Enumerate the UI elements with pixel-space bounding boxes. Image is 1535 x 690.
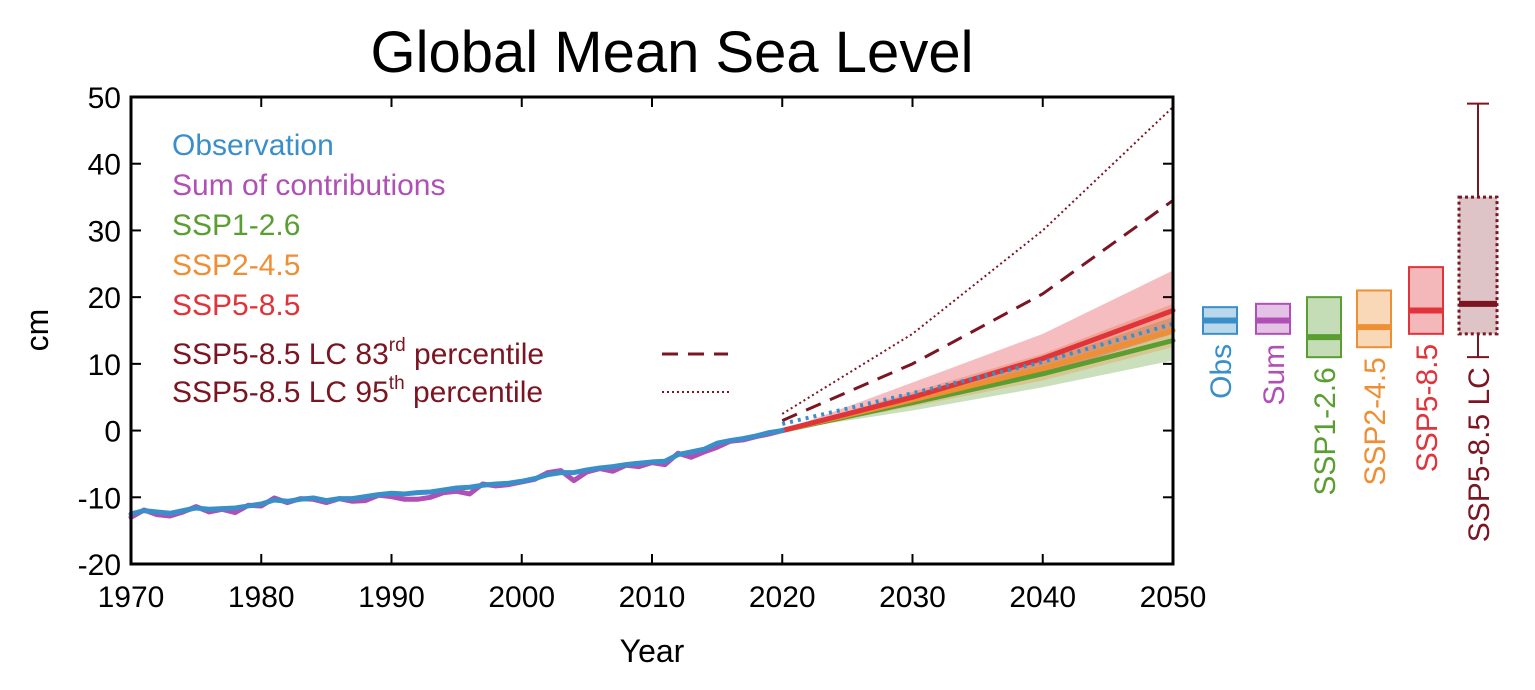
box-ssp5-8-5 [1408,266,1444,335]
y-tick-label: 50 [88,82,121,115]
y-axis-label: cm [19,309,55,352]
x-tick-label: 1990 [358,581,425,614]
box-label-ssp5-8-5: SSP5-8.5 [1411,344,1444,472]
y-tick-label: 20 [88,282,121,315]
y-tick-label: 10 [88,349,121,382]
x-tick-label: 2030 [879,581,946,614]
legend-entry-ssp5-8-5-lc-83: SSP5-8.5 LC 83rd percentile [172,335,544,371]
y-tick-label: 30 [88,215,121,248]
band-ssp5-8-5 [782,270,1173,431]
chart-title: Global Mean Sea Level [371,20,974,85]
box-plots: Obs Sum SSP1-2.6 SSP2-4.5 SSP5-8.5 SSP5-8.5 L… [1202,102,1499,542]
line-observation [128,428,785,517]
y-tick-label: 40 [88,149,121,182]
line-ssp5-8-5-lc-83rd-percentile [781,199,1174,422]
line-observation-projection [781,321,1174,426]
box-label-obs: Obs [1205,344,1238,399]
y-tick-label: -20 [78,549,121,582]
legend: Observation Sum of contributions SSP1-2.6 S… [172,129,730,409]
x-tick-label: 2050 [1140,581,1207,614]
x-axis-label: Year [620,633,685,669]
box-ssp1-2-6 [1306,296,1342,359]
x-tick-label: 2000 [488,581,555,614]
legend-entry-sum-of-contributions: Sum of contributions [172,169,445,202]
legend-entry-observation: Observation [172,129,334,162]
axis-ticks: 1970 1980 1990 2000 2010 2020 2030 2040 2050-20-… [78,82,1207,614]
box-label-ssp2-4-5: SSP2-4.5 [1359,357,1392,485]
box-ssp5-8-5-lc [1457,195,1499,336]
x-tick-label: 2040 [1009,581,1076,614]
legend-entry-ssp2-4-5: SSP2-4.5 [172,249,300,282]
uncertainty-bands [782,270,1173,431]
legend-entry-ssp5-8-5: SSP5-8.5 [172,289,300,322]
line-sum-of-contributions [128,428,785,520]
band-ssp1-2-6 [782,317,1173,431]
y-tick-label: -10 [78,482,121,515]
x-tick-label: 2020 [749,581,816,614]
y-tick-label: 0 [104,416,121,449]
box-label-ssp5-8-5-lc: SSP5-8.5 LC [1463,367,1496,542]
plot-frame [129,95,1175,566]
legend-entry-ssp5-8-5-lc-95: SSP5-8.5 LC 95th percentile [172,373,543,409]
x-tick-label: 1980 [228,581,295,614]
line-ssp5-8-5-lc-95th-percentile [781,106,1174,415]
series-lines [128,106,1176,520]
box-label-ssp1-2-6: SSP1-2.6 [1309,367,1342,495]
x-tick-label: 2010 [619,581,686,614]
box-label-sum: Sum [1258,344,1291,406]
box-ssp2-4-5 [1356,289,1392,349]
legend-entry-ssp1-2-6: SSP1-2.6 [172,209,300,242]
x-tick-label: 1970 [98,581,165,614]
